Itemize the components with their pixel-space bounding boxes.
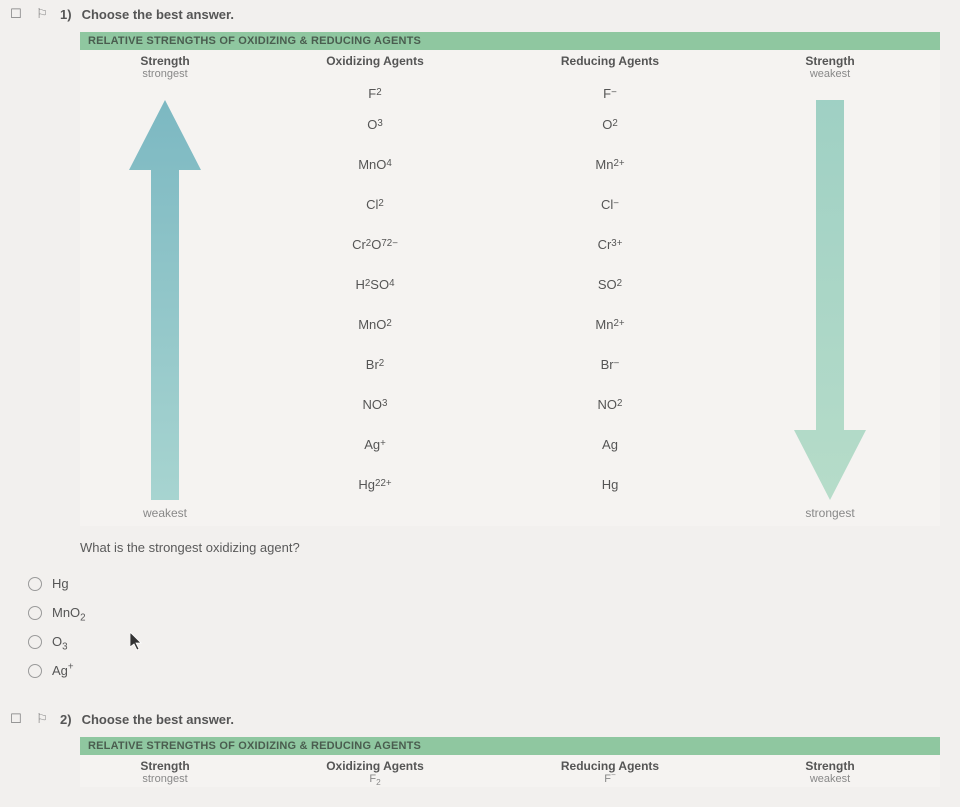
col-right-sub-bottom: strongest [805,504,854,526]
question-2: ☐ ⚐ 2) Choose the best answer. RELATIVE … [0,705,960,787]
col-right-sub-top: weakest [810,773,850,787]
red-cell: Hg [500,464,720,504]
answer-options: Hg MnO2 O3 Ag+ [28,569,960,685]
ox-cell: H2SO4 [250,264,500,304]
col-right-sub-top: weakest [810,68,850,82]
option-label: O3 [52,634,68,649]
ox-cell: F2 [250,82,500,104]
answer-option[interactable]: Ag+ [28,656,960,685]
q2-ox-first: F2 [369,773,380,787]
arrow-down-icon [794,100,866,500]
ox-cell: Br2 [250,344,500,384]
question-header: ☐ ⚐ 1) Choose the best answer. [0,0,960,28]
red-cell: Mn2+ [500,144,720,184]
table-title: RELATIVE STRENGTHS OF OXIDIZING & REDUCI… [80,32,940,50]
bookmark-icon[interactable]: ☐ [8,711,24,727]
ox-cell: O3 [250,104,500,144]
option-label: MnO2 [52,605,86,620]
col-left-sub-bottom: weakest [143,504,187,526]
col-left-head: Strength [140,755,189,773]
column-headers: Strength strongest Oxidizing Agents F2 R… [80,755,940,787]
q2-red-first: F− [604,773,616,787]
red-cell: Ag [500,424,720,464]
question-number: 1) [60,7,72,22]
col-left-sub-top: strongest [142,68,187,82]
radio-icon[interactable] [28,635,42,649]
red-cell: Cl− [500,184,720,224]
answer-option[interactable]: Hg [28,569,960,598]
question-text: What is the strongest oxidizing agent? [80,540,960,555]
question-instruction: Choose the best answer. [82,7,234,22]
table-title: RELATIVE STRENGTHS OF OXIDIZING & REDUCI… [80,737,940,755]
answer-option[interactable]: O3 [28,627,960,656]
col-left-sub-top: strongest [142,773,187,787]
col-ox-head: Oxidizing Agents [326,755,424,773]
question-instruction: Choose the best answer. [82,712,234,727]
radio-icon[interactable] [28,577,42,591]
red-cell: F− [500,82,720,104]
strength-table: RELATIVE STRENGTHS OF OXIDIZING & REDUCI… [80,32,940,526]
bookmark-icon[interactable]: ☐ [8,6,24,22]
bottom-labels: weakest strongest [80,504,940,526]
radio-icon[interactable] [28,664,42,678]
table-body: F2O3MnO4Cl2Cr2O72−H2SO4MnO2Br2NO3Ag+Hg22… [80,82,940,504]
option-label: Hg [52,576,69,591]
ox-cell: MnO2 [250,304,500,344]
col-ox-head: Oxidizing Agents [326,50,424,68]
strength-table: RELATIVE STRENGTHS OF OXIDIZING & REDUCI… [80,737,940,787]
ox-cell: Hg22+ [250,464,500,504]
col-red-head: Reducing Agents [561,50,659,68]
red-cell: Mn2+ [500,304,720,344]
col-left-head: Strength [140,50,189,68]
red-cell: O2 [500,104,720,144]
option-label: Ag+ [52,663,74,678]
column-headers: Strength strongest Oxidizing Agents Redu… [80,50,940,82]
ox-cell: Ag+ [250,424,500,464]
ox-cell: NO3 [250,384,500,424]
ox-cell: Cl2 [250,184,500,224]
flag-icon[interactable]: ⚐ [34,6,50,22]
ox-cell: MnO4 [250,144,500,184]
red-cell: SO2 [500,264,720,304]
red-cell: Br− [500,344,720,384]
col-right-head: Strength [805,50,854,68]
question-header: ☐ ⚐ 2) Choose the best answer. [0,705,960,733]
red-cell: NO2 [500,384,720,424]
arrow-up-icon [129,100,201,500]
question-1: ☐ ⚐ 1) Choose the best answer. RELATIVE … [0,0,960,685]
ox-cell: Cr2O72− [250,224,500,264]
answer-option[interactable]: MnO2 [28,598,960,627]
red-cell: Cr3+ [500,224,720,264]
question-number: 2) [60,712,72,727]
radio-icon[interactable] [28,606,42,620]
flag-icon[interactable]: ⚐ [34,711,50,727]
col-right-head: Strength [805,755,854,773]
